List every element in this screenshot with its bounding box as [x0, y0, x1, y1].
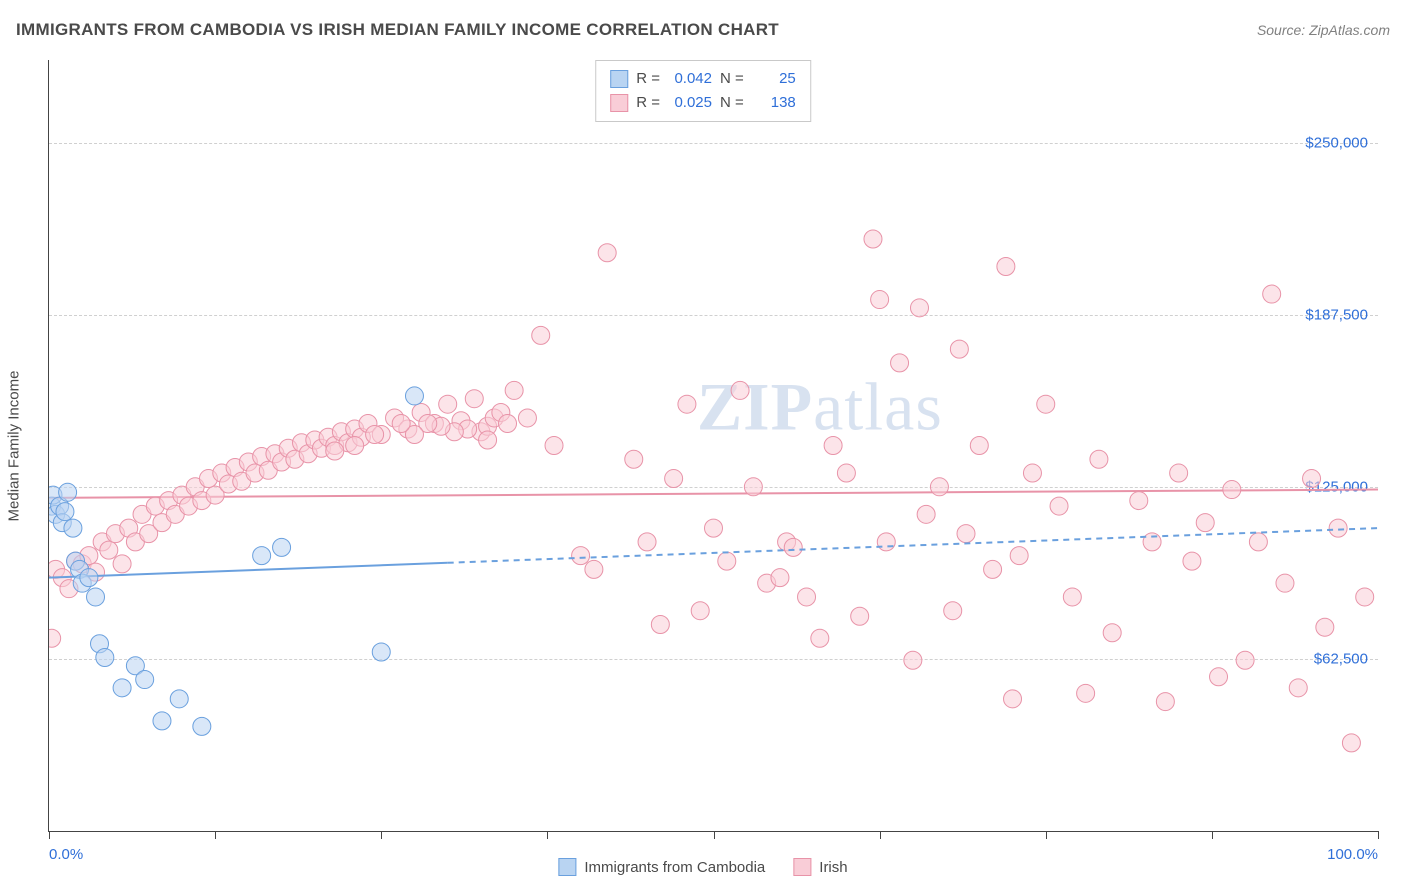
- n-value-series1: 25: [752, 67, 796, 91]
- x-tick: [49, 831, 50, 839]
- y-axis-label: Median Family Income: [6, 371, 23, 522]
- x-tick-label: 100.0%: [1327, 846, 1378, 863]
- chart-plot-area: ZIPatlas $62,500$125,000$187,500$250,000…: [48, 60, 1378, 832]
- plot-svg: [49, 60, 1378, 831]
- swatch-series2: [610, 94, 628, 112]
- legend-item-series1: Immigrants from Cambodia: [558, 858, 765, 876]
- stats-row-series1: R = 0.042 N = 25: [610, 67, 796, 91]
- legend-item-series2: Irish: [793, 858, 847, 876]
- stats-legend-box: R = 0.042 N = 25 R = 0.025 N = 138: [595, 60, 811, 122]
- chart-header: IMMIGRANTS FROM CAMBODIA VS IRISH MEDIAN…: [16, 20, 1390, 40]
- r-value-series2: 0.025: [668, 91, 712, 115]
- x-tick: [1378, 831, 1379, 839]
- x-tick: [714, 831, 715, 839]
- chart-source: Source: ZipAtlas.com: [1257, 22, 1390, 38]
- x-tick: [1046, 831, 1047, 839]
- n-value-series2: 138: [752, 91, 796, 115]
- swatch-series2-bottom: [793, 858, 811, 876]
- x-tick: [215, 831, 216, 839]
- legend-label-series2: Irish: [819, 859, 847, 876]
- bottom-legend: Immigrants from Cambodia Irish: [558, 858, 847, 876]
- x-tick: [547, 831, 548, 839]
- x-tick: [1212, 831, 1213, 839]
- stats-row-series2: R = 0.025 N = 138: [610, 91, 796, 115]
- x-tick: [880, 831, 881, 839]
- x-tick-label: 0.0%: [49, 846, 83, 863]
- chart-title: IMMIGRANTS FROM CAMBODIA VS IRISH MEDIAN…: [16, 20, 779, 40]
- swatch-series1-bottom: [558, 858, 576, 876]
- swatch-series1: [610, 70, 628, 88]
- r-value-series1: 0.042: [668, 67, 712, 91]
- legend-label-series1: Immigrants from Cambodia: [584, 859, 765, 876]
- x-tick: [381, 831, 382, 839]
